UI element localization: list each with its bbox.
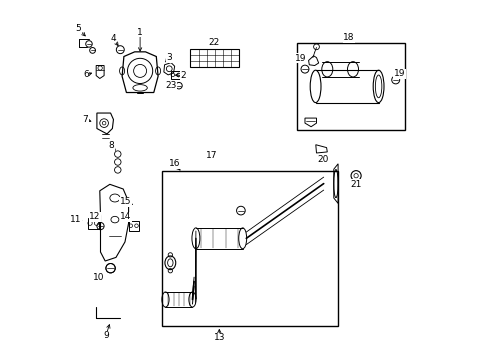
Text: 17: 17	[206, 151, 218, 160]
Text: 13: 13	[213, 333, 224, 342]
Text: 23: 23	[164, 81, 176, 90]
Text: 18: 18	[343, 33, 354, 42]
Bar	[190, 49, 239, 67]
Text: 9: 9	[103, 331, 108, 340]
Text: 5: 5	[75, 24, 81, 33]
Text: 8: 8	[108, 141, 114, 150]
Bar	[296, 43, 404, 130]
Text: 14: 14	[120, 212, 131, 221]
Text: 7: 7	[82, 115, 88, 124]
Text: 2: 2	[180, 71, 186, 80]
Text: 4: 4	[110, 34, 116, 43]
Text: 11: 11	[69, 215, 81, 224]
Text: 16: 16	[168, 159, 180, 168]
Text: 10: 10	[93, 273, 104, 282]
Text: 3: 3	[166, 53, 171, 62]
Text: 6: 6	[83, 71, 89, 79]
Text: 21: 21	[350, 180, 361, 189]
Text: 20: 20	[317, 154, 328, 163]
Text: 22: 22	[208, 38, 219, 47]
Text: 12: 12	[89, 212, 101, 221]
Text: 19: 19	[393, 69, 404, 78]
Bar	[162, 171, 337, 326]
Text: 15: 15	[120, 197, 131, 206]
Text: 19: 19	[294, 54, 305, 63]
Text: 1: 1	[137, 28, 142, 37]
